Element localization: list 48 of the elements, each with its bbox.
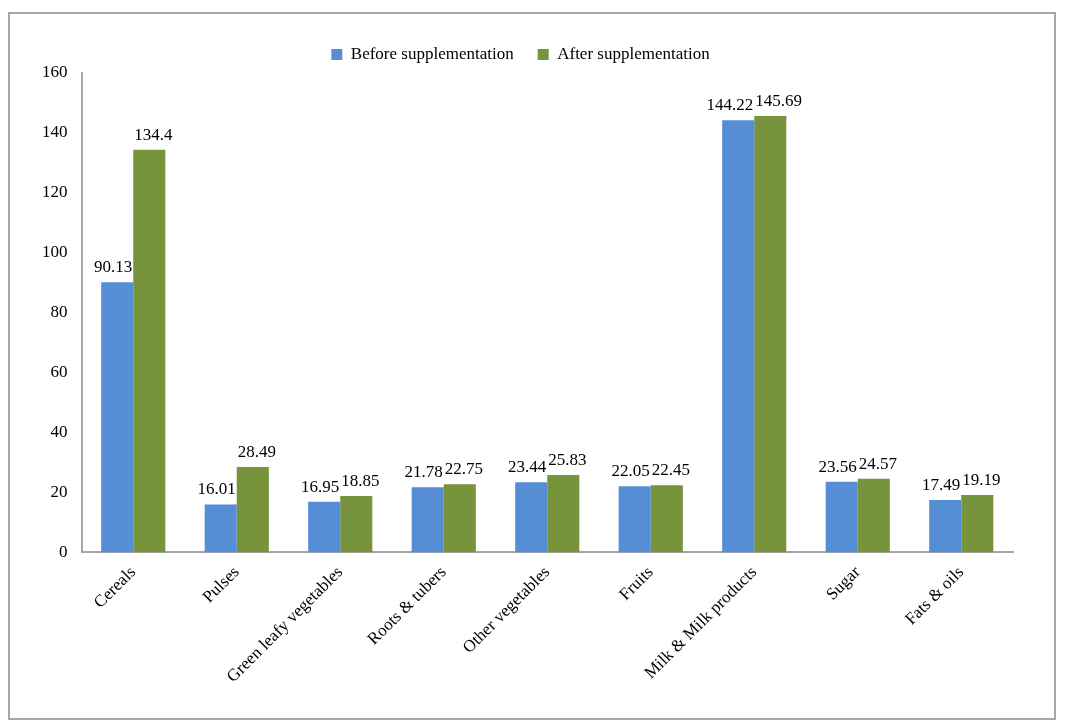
legend-label: After supplementation xyxy=(557,43,711,63)
data-label: 145.69 xyxy=(755,90,802,110)
data-label: 134.4 xyxy=(134,124,173,144)
data-label: 23.56 xyxy=(818,456,857,476)
data-label: 21.78 xyxy=(404,462,443,482)
bar xyxy=(236,467,269,553)
y-tick-label: 60 xyxy=(50,362,68,382)
y-tick-label: 120 xyxy=(42,182,68,202)
data-label: 16.01 xyxy=(197,479,236,499)
y-tick-label: 80 xyxy=(50,302,68,322)
data-label: 16.95 xyxy=(301,476,340,496)
bar xyxy=(515,482,548,553)
data-label: 144.22 xyxy=(706,95,754,115)
y-tick-label: 160 xyxy=(42,62,68,82)
data-label: 18.85 xyxy=(341,470,380,490)
bar xyxy=(650,485,683,553)
bar xyxy=(929,500,962,553)
bar xyxy=(101,282,134,553)
bar xyxy=(825,481,858,553)
y-tick-label: 0 xyxy=(59,541,68,561)
data-label: 22.05 xyxy=(611,461,650,481)
data-label: 24.57 xyxy=(858,453,898,473)
bar xyxy=(547,475,580,553)
bar xyxy=(722,120,755,553)
y-tick-label: 20 xyxy=(50,481,68,501)
bar xyxy=(308,501,341,553)
data-label: 17.49 xyxy=(922,475,961,494)
data-label: 19.19 xyxy=(962,469,1001,489)
legend-label: Before supplementation xyxy=(350,43,515,63)
bar xyxy=(857,478,890,553)
data-label: 22.45 xyxy=(651,460,690,480)
bar xyxy=(618,486,651,553)
data-label: 23.44 xyxy=(508,457,547,477)
y-tick-label: 140 xyxy=(42,122,68,142)
data-label: 28.49 xyxy=(237,442,276,462)
data-label: 25.83 xyxy=(548,450,587,470)
data-label: 22.75 xyxy=(444,459,483,479)
bar xyxy=(961,494,994,553)
data-label: 90.13 xyxy=(94,257,133,277)
x-tick-label: Fats & oils xyxy=(901,562,968,629)
bar xyxy=(443,484,476,553)
bar xyxy=(133,149,166,553)
bar xyxy=(754,115,787,553)
bar xyxy=(204,504,237,553)
bar xyxy=(411,487,444,553)
y-tick-label: 40 xyxy=(50,422,68,442)
bar xyxy=(340,495,373,553)
y-tick-label: 100 xyxy=(42,242,68,262)
